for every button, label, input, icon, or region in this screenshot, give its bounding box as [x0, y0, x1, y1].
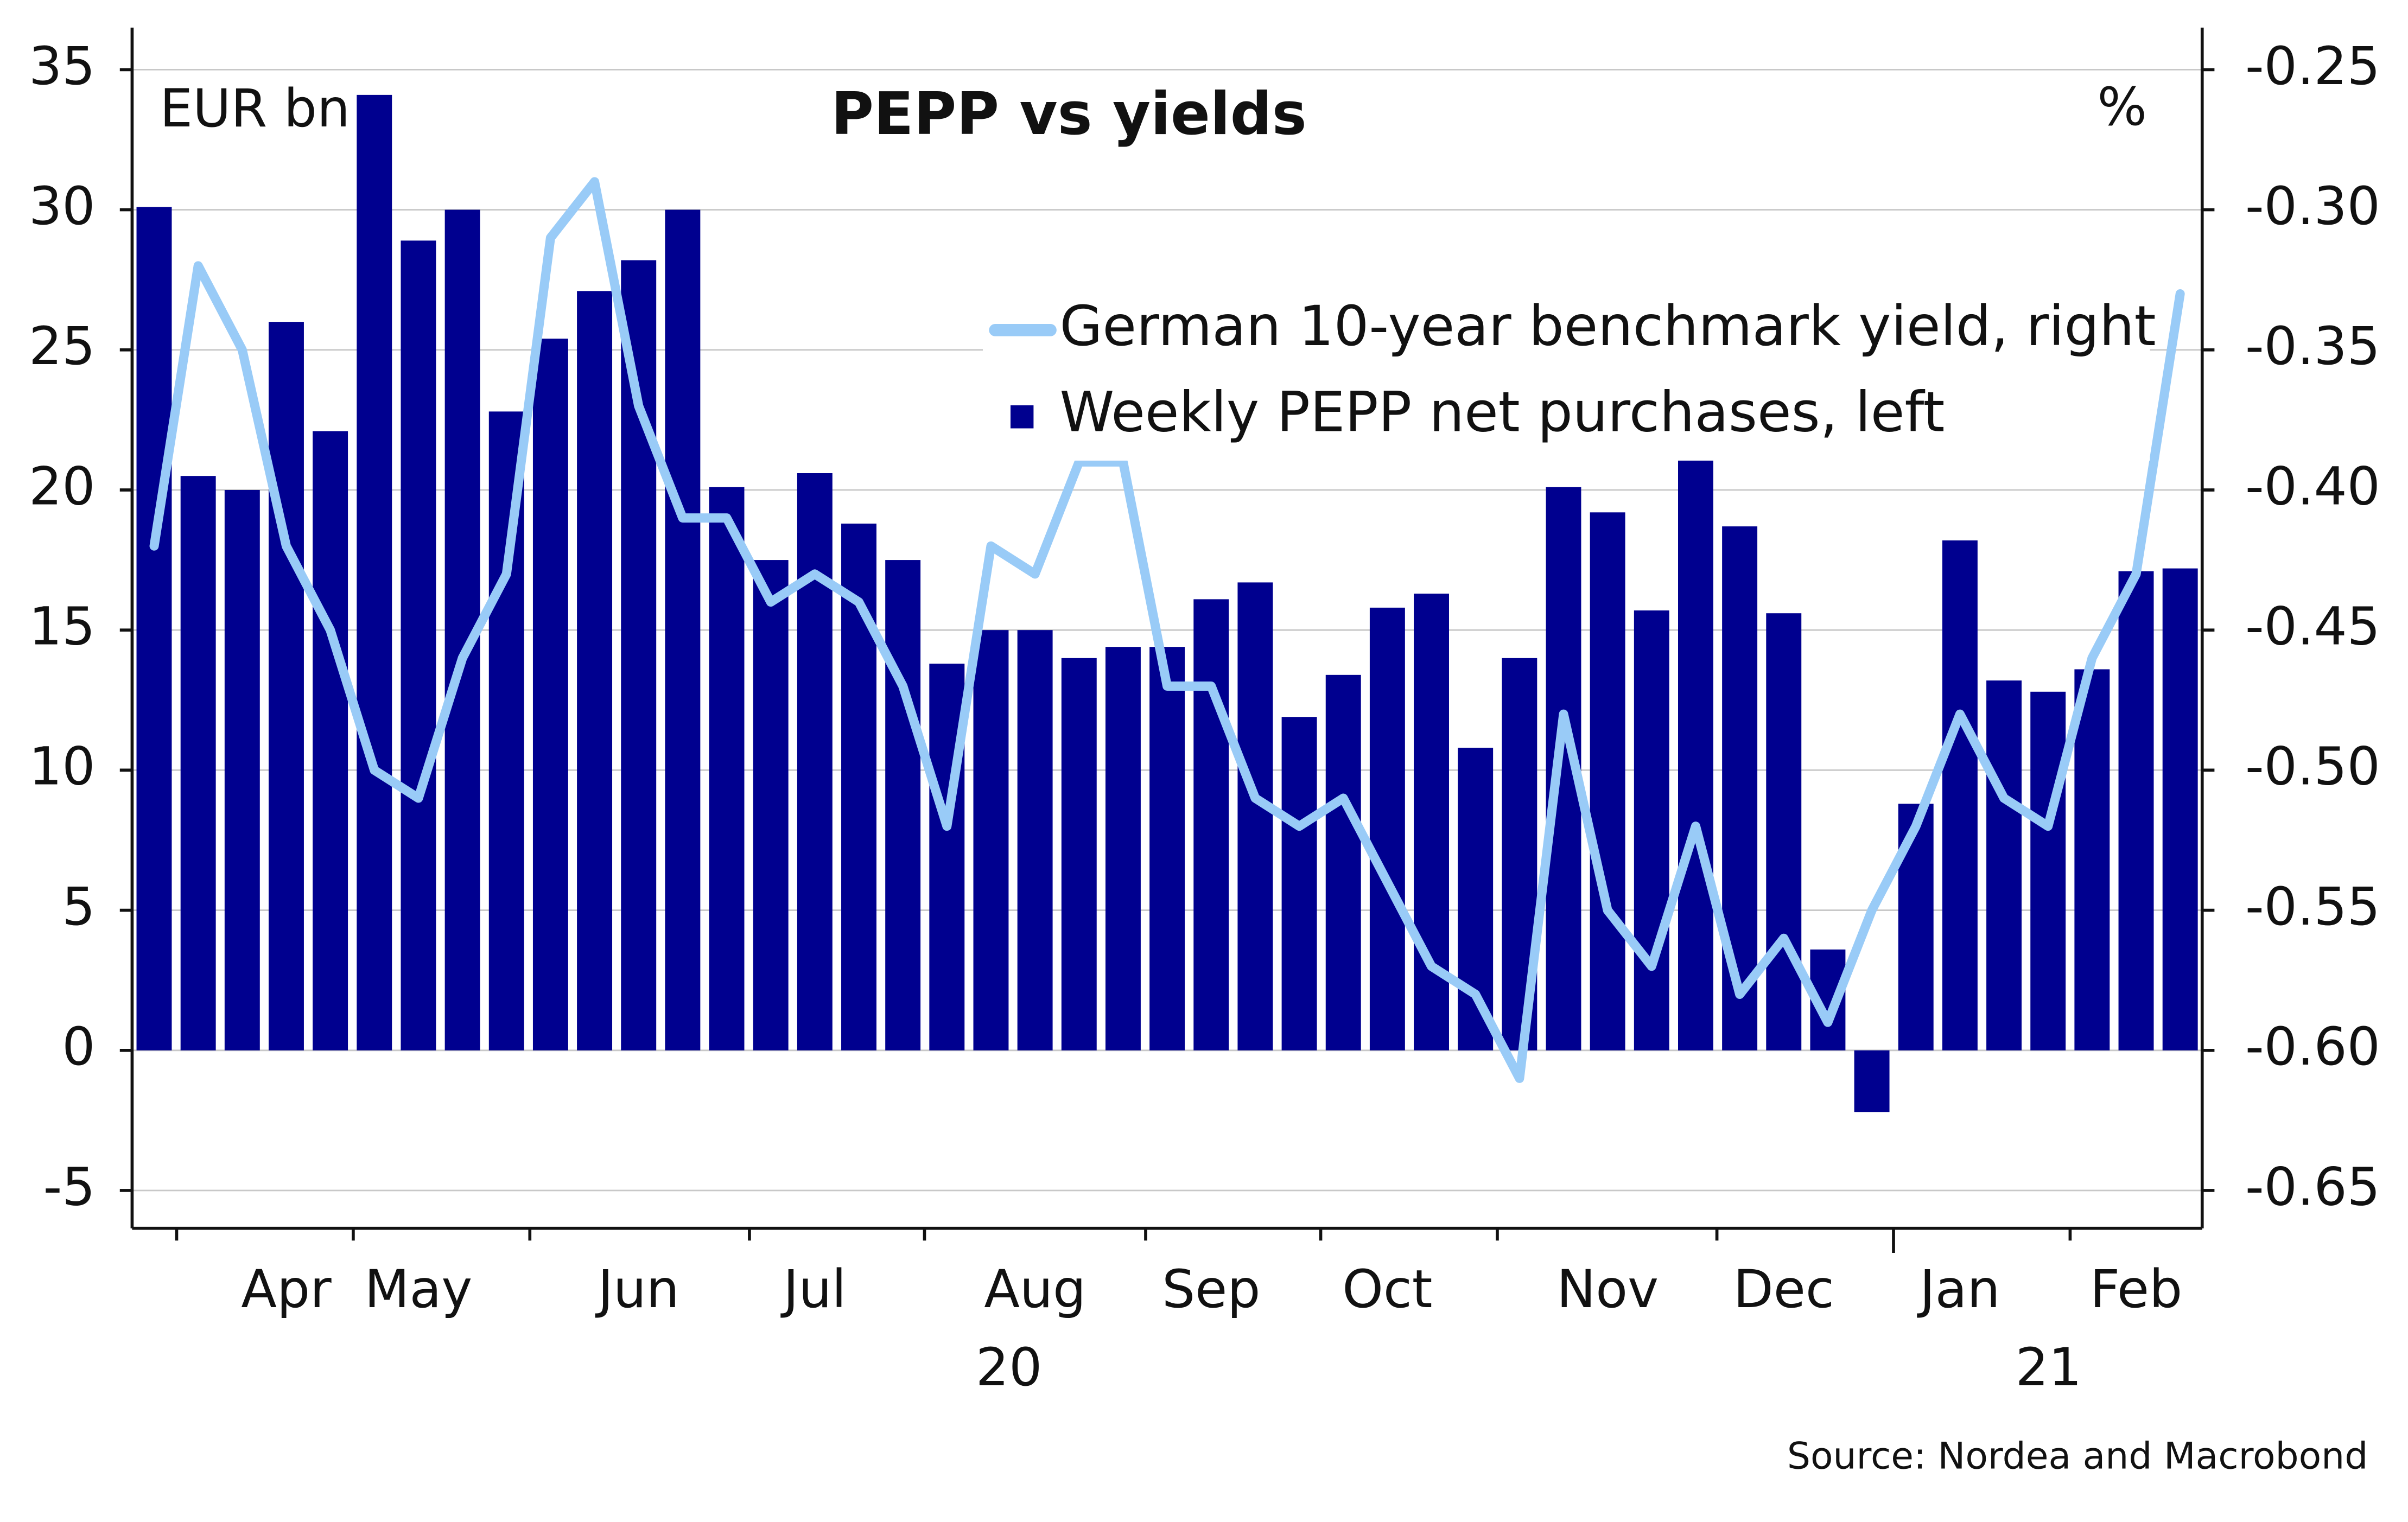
bar [1678, 450, 1713, 1050]
month-separators [175, 1228, 2072, 1253]
lines [149, 177, 2185, 1083]
bar [753, 560, 789, 1050]
legend-label: German 10-year benchmark yield, right [1060, 294, 2156, 359]
legend: German 10-year benchmark yield, right We… [983, 291, 2156, 461]
x-tick-label: Feb [2090, 1259, 2182, 1320]
y2-tick-label: -0.55 [2245, 876, 2380, 937]
x-tick-label: May [365, 1259, 473, 1320]
bar [1149, 647, 1185, 1050]
bar [1414, 594, 1449, 1050]
bar [1193, 599, 1229, 1050]
y-axis-label: EUR bn [160, 78, 350, 139]
bar [1369, 607, 1405, 1050]
bar [2030, 691, 2066, 1050]
legend-label: Weekly PEPP net purchases, left [1060, 380, 1945, 445]
bar [401, 240, 436, 1050]
bar [885, 560, 921, 1050]
y2-tick-label: -0.30 [2245, 176, 2380, 237]
bar [1325, 674, 1361, 1050]
y-tick-label: 10 [29, 736, 95, 797]
y-tick-label: 20 [29, 456, 95, 517]
x-tick-label: Sep [1162, 1259, 1260, 1320]
bar [1061, 658, 1097, 1050]
y-tick-label: 25 [29, 316, 95, 377]
bar [2074, 669, 2110, 1050]
bar [621, 260, 657, 1050]
bar [1986, 680, 2022, 1050]
bar [1017, 630, 1053, 1050]
x-tick-label: Dec [1733, 1259, 1834, 1320]
y2-tick-label: -0.40 [2245, 456, 2380, 517]
bar [180, 476, 216, 1050]
x-tick-label: Jan [1917, 1259, 2000, 1320]
y2-axis-label: % [2097, 77, 2146, 137]
y2-tick-label: -0.50 [2245, 736, 2380, 797]
y2-tick-label: -0.35 [2245, 316, 2380, 377]
chart-title: PEPP vs yields [831, 80, 1306, 148]
x-tick-label: Jun [595, 1259, 679, 1320]
bar [224, 489, 260, 1050]
bar [665, 209, 701, 1050]
source: Source: Nordea and Macrobond [1787, 1435, 2368, 1478]
bar [973, 630, 1009, 1050]
x-tick-label: Apr [241, 1259, 332, 1320]
x-tick-label: Jul [780, 1259, 846, 1320]
bar [1281, 717, 1317, 1050]
year-label: 20 [976, 1337, 1042, 1398]
bar [136, 207, 172, 1050]
bar [1590, 512, 1625, 1050]
y2-tick-label: -0.45 [2245, 596, 2380, 657]
y2-tick-label: -0.25 [2245, 36, 2380, 97]
bar [532, 339, 568, 1050]
bar [357, 94, 392, 1050]
bar [1458, 748, 1494, 1050]
bar [1942, 540, 1978, 1050]
legend-bar-swatch [1010, 405, 1034, 429]
year-label: 21 [2016, 1337, 2082, 1398]
bar [2162, 568, 2198, 1050]
line [149, 177, 2185, 1083]
bar [1854, 1050, 1890, 1112]
bar [797, 473, 833, 1050]
bar [709, 487, 745, 1050]
bar [1105, 647, 1141, 1050]
y-tick-label: 5 [62, 876, 95, 937]
axes [119, 27, 2215, 1253]
bar [577, 291, 613, 1050]
bars [136, 94, 2198, 1112]
legend-background [983, 291, 2150, 461]
bar [269, 322, 304, 1050]
y2-tick-label: -0.60 [2245, 1016, 2380, 1077]
x-tick-label: Oct [1342, 1259, 1432, 1320]
bar [313, 431, 348, 1050]
bar [2118, 571, 2154, 1050]
y-tick-label: 30 [29, 176, 95, 237]
bar [1237, 582, 1273, 1050]
labels: 35 30 25 20 15 10 5 0 -5 -0.25 -0.30 -0.35 -0.40 -0.4… [29, 36, 2380, 1320]
y2-tick-label: -0.65 [2245, 1156, 2380, 1217]
y-tick-label: -5 [43, 1156, 96, 1217]
bar [1766, 613, 1802, 1050]
y-tick-label: 35 [29, 36, 95, 97]
bar [1634, 610, 1669, 1050]
x-tick-label: Aug [984, 1259, 1086, 1320]
y-tick-label: 0 [62, 1016, 95, 1077]
x-tick-label: Nov [1556, 1259, 1659, 1320]
y-tick-label: 15 [29, 596, 95, 657]
